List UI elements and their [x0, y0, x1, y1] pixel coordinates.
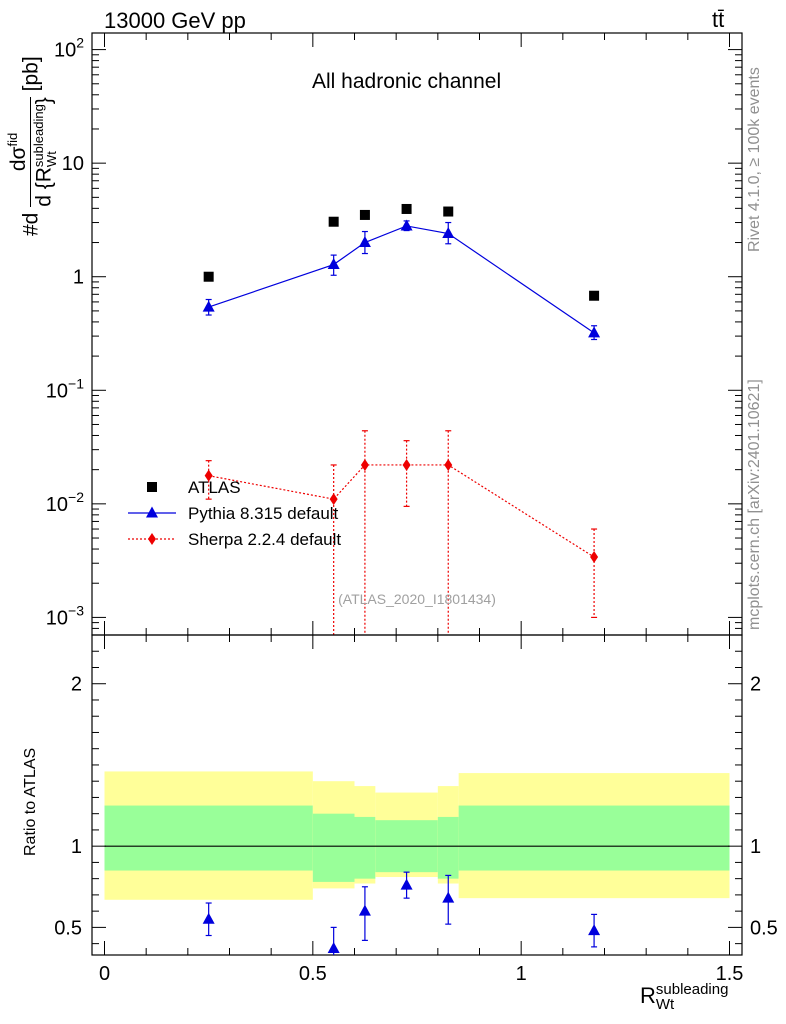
main-title: All hadronic channel [312, 70, 502, 93]
xlabel-sub: Wt [655, 996, 675, 1013]
sherpa-point [402, 458, 411, 471]
sherpa-point [590, 551, 599, 564]
ratio-y-tick-label-right: 0.5 [750, 917, 778, 939]
y-tick-label: 10−3 [46, 602, 84, 629]
ylabel-numerator: dσ [7, 146, 30, 172]
atlas-point [328, 216, 339, 227]
ratio-y-tick-label: 1 [71, 836, 82, 858]
rivet-label: Rivet 4.1.0, ≥ 100k events [746, 67, 763, 252]
xlabel-sup: subleading [655, 981, 729, 998]
stat-uncertainty-band [104, 805, 313, 871]
ylabel-numerator-sup: fid [5, 132, 20, 147]
atlas-point [203, 271, 214, 282]
ratio-pythia-point [588, 924, 601, 936]
pythia-point [358, 236, 371, 248]
pythia-point [202, 300, 215, 312]
y-tick-label: 10−2 [46, 489, 84, 516]
x-tick-label: 1.5 [716, 963, 744, 985]
ylabel-prefix: #d [19, 212, 43, 236]
atlas-point [589, 290, 600, 301]
ratio-panel: 0 0.5 1 1.5 0.5 0.5 1 1 2 2 [54, 634, 778, 985]
stat-uncertainty-band [437, 816, 459, 879]
ylabel-unit: [pb] [19, 56, 43, 92]
stat-uncertainty-band [312, 813, 355, 882]
ratio-y-axis-label: Ratio to ATLAS [22, 747, 39, 856]
ratio-y-tick-label-right: 1 [750, 836, 761, 858]
atlas-point [443, 206, 454, 217]
y-tick-label: 1 [73, 267, 84, 289]
pythia-line [208, 225, 595, 334]
legend-atlas-label: ATLAS [188, 478, 241, 497]
pythia-point [400, 219, 413, 231]
y-tick-label: 10−1 [46, 375, 84, 402]
legend-sherpa-label: Sherpa 2.2.4 default [188, 530, 341, 549]
y-tick-label: 102 [54, 35, 84, 62]
ratio-pythia-point [202, 912, 215, 924]
atlas-point [359, 209, 370, 220]
sherpa-point [204, 469, 213, 482]
sherpa-point [444, 458, 453, 471]
pythia-point [588, 326, 601, 338]
atlas-point [401, 203, 412, 214]
sherpa-point [360, 458, 369, 471]
ratio-pythia-point [400, 878, 413, 890]
mcplots-label: mcplots.cern.ch [arXiv:2401.10621] [746, 379, 763, 630]
x-tick-label: 1 [516, 963, 527, 985]
ylabel-den-d: d [32, 195, 56, 207]
y-tick-label: 10 [62, 153, 84, 175]
ylabel-den-r: {R [32, 167, 56, 190]
analysis-watermark: (ATLAS_2020_I1801434) [338, 591, 496, 607]
ratio-y-tick-label: 0.5 [54, 917, 82, 939]
ratio-frame [91, 634, 743, 956]
ratio-y-tick-label-right: 2 [750, 674, 761, 696]
ylabel-den-close: } [32, 97, 56, 105]
y-axis-label: #d dσfid d {R subleading Wt} [pb] [5, 56, 59, 236]
pythia-point [327, 258, 340, 270]
ratio-pythia-point [442, 891, 455, 903]
sherpa-point [329, 493, 338, 506]
legend-sherpa-marker [148, 533, 156, 545]
stat-uncertainty-band [458, 805, 730, 871]
ylabel-den-sub: Wt [44, 151, 59, 168]
main-panel: 10−3 10−2 10−1 1 10 102 ATLAS Pythia 8.315 defa… [46, 32, 743, 636]
legend-pythia-label: Pythia 8.315 default [188, 504, 339, 523]
x-tick-label: 0 [99, 963, 110, 985]
energy-label: 13000 GeV pp [104, 8, 246, 33]
pythia-point [442, 227, 455, 239]
xlabel-base: R [640, 982, 656, 1008]
process-label: tt̄ [712, 7, 725, 32]
sherpa-line [208, 464, 595, 558]
ratio-y-tick-label: 2 [71, 674, 82, 696]
legend-pythia-marker [146, 506, 158, 518]
stat-uncertainty-band [354, 816, 376, 879]
x-tick-label: 0.5 [299, 963, 327, 985]
ratio-pythia-point [327, 942, 340, 954]
legend-atlas-marker [147, 482, 157, 492]
ratio-pythia-point [358, 904, 371, 916]
